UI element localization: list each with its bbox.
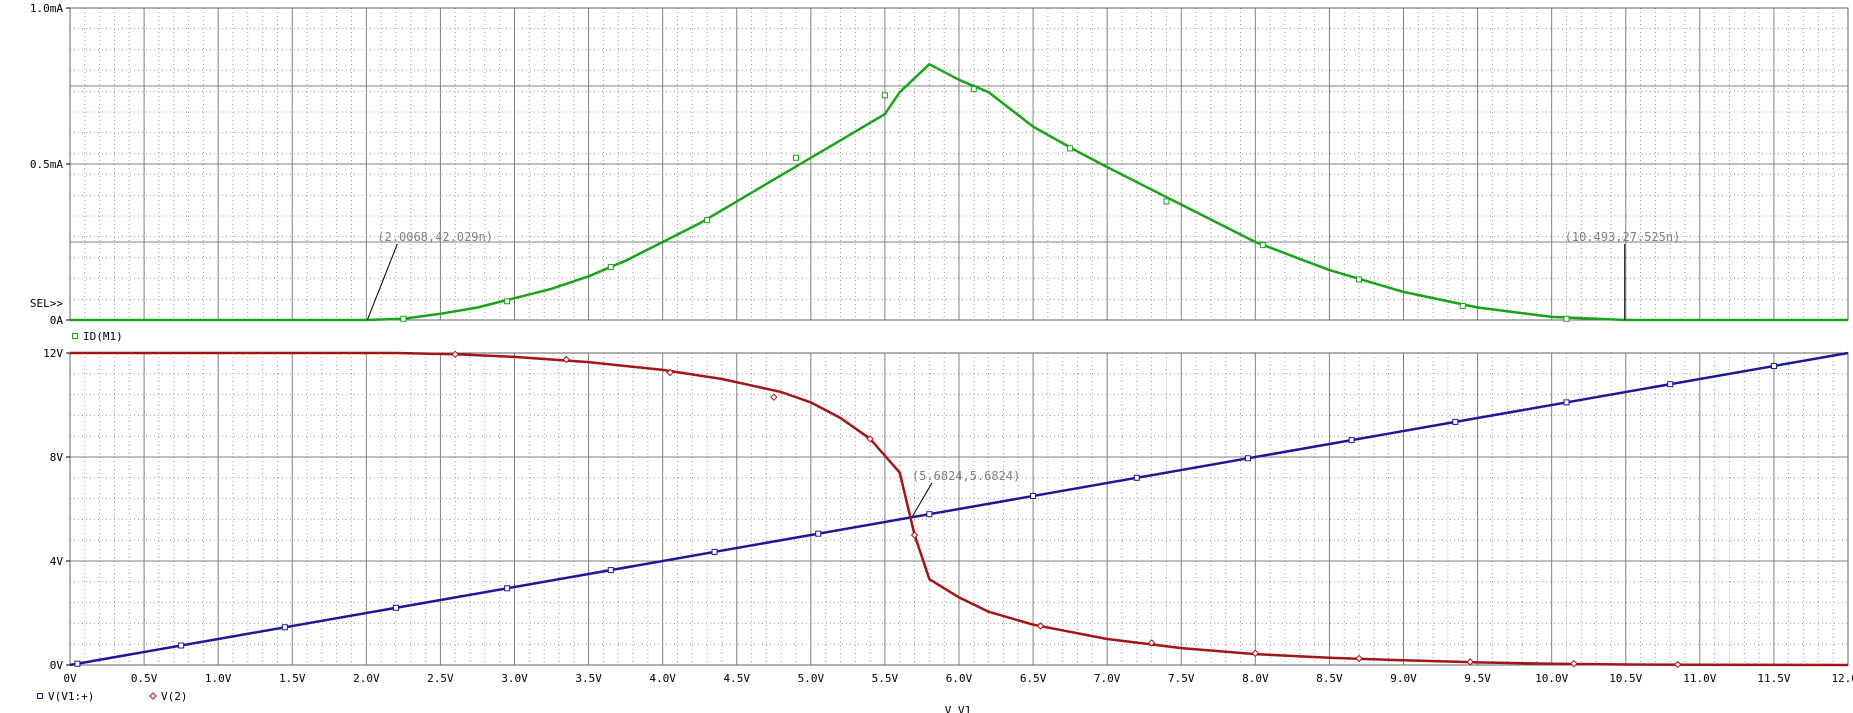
- x-tick-label: 1.5V: [279, 672, 306, 685]
- data-point: [562, 355, 571, 364]
- data-point: [770, 393, 778, 401]
- plot-frame: [69, 352, 1849, 666]
- cursor-label: (10.493,27.525n): [1565, 230, 1681, 244]
- data-point: [1251, 649, 1260, 658]
- data-point: [1030, 493, 1037, 499]
- data-point: [970, 86, 977, 93]
- x-tick-label: 0V: [63, 672, 77, 685]
- data-point: [607, 567, 614, 574]
- x-tick-label: 6.0V: [946, 672, 973, 685]
- x-tick-label: 10.0V: [1535, 672, 1568, 685]
- data-point: [74, 660, 81, 667]
- data-point: [1563, 399, 1570, 406]
- x-tick-label: 2.5V: [427, 672, 454, 685]
- x-tick-label: 0.5V: [131, 672, 158, 685]
- data-point: [1244, 455, 1251, 462]
- cursor-leader-line: [911, 482, 933, 518]
- data-point: [504, 585, 511, 592]
- cursor-label: (5.6824,5.6824): [912, 469, 1020, 483]
- data-point: [607, 263, 614, 270]
- x-tick-label: 7.0V: [1094, 672, 1121, 685]
- legend-marker: [37, 693, 43, 699]
- data-point: [504, 298, 511, 305]
- data-point: [1570, 659, 1578, 668]
- data-point: [178, 642, 185, 649]
- data-point: [1459, 302, 1466, 309]
- legend-label-v-v1: V(V1:+): [48, 690, 94, 703]
- x-tick-label: 9.0V: [1390, 672, 1417, 685]
- x-tick-label: 4.0V: [649, 672, 676, 685]
- x-tick-label: 10.5V: [1609, 672, 1642, 685]
- data-point: [1355, 654, 1363, 663]
- data-point: [400, 315, 407, 322]
- x-tick-label: 4.5V: [724, 672, 751, 685]
- y-tick-label: 12V: [43, 347, 63, 360]
- y-tick-label: 0V: [50, 659, 64, 672]
- x-tick-label: 12.0V: [1831, 672, 1853, 685]
- data-point: [866, 435, 874, 443]
- data-point: [1067, 145, 1074, 152]
- y-tick-label: 0.5mA: [30, 158, 63, 171]
- data-point: [1163, 198, 1170, 205]
- data-point: [451, 350, 459, 359]
- series-line-ID(M1): [70, 62, 1848, 322]
- legend-marker: [149, 692, 157, 700]
- data-point: [666, 368, 674, 377]
- data-point: [881, 92, 888, 99]
- legend-item: ID(M1): [72, 330, 123, 343]
- x-axis-title: V_V1: [945, 704, 972, 713]
- data-point: [1259, 242, 1266, 249]
- data-point: [1356, 276, 1363, 283]
- x-tick-label: 8.0V: [1242, 672, 1269, 685]
- y-tick-label: 8V: [50, 451, 64, 464]
- legend-label-v2: V(2): [161, 690, 188, 703]
- x-tick-label: 9.5V: [1464, 672, 1491, 685]
- current-plot: 1.0mA 0.5mA 0A SEL>> (2.0068,42.029n) (10.493…: [30, 2, 1849, 327]
- x-tick-label: 6.5V: [1020, 672, 1047, 685]
- legend-item: V(V1:+): [37, 690, 94, 703]
- x-tick-label: 3.0V: [501, 672, 528, 685]
- x-tick-label: 5.0V: [798, 672, 825, 685]
- x-tick-label: 2.0V: [353, 672, 380, 685]
- x-tick-label: 8.5V: [1316, 672, 1343, 685]
- data-point: [1452, 418, 1459, 425]
- data-point: [392, 604, 399, 611]
- data-point: [711, 548, 718, 555]
- x-tick-label: 11.5V: [1757, 672, 1790, 685]
- data-point: [1563, 315, 1570, 322]
- data-point: [1133, 474, 1140, 481]
- data-point: [1667, 381, 1674, 388]
- data-point: [1036, 622, 1045, 630]
- legend-label-id-m1: ID(M1): [83, 330, 123, 343]
- sel-marker: SEL>>: [30, 297, 63, 310]
- data-point: [926, 511, 933, 518]
- series-line-V(V1:+): [69, 351, 1849, 667]
- data-point: [1466, 658, 1474, 666]
- legend-item: V(2): [149, 690, 188, 703]
- legend-marker: [72, 333, 78, 339]
- x-tick-label: 3.5V: [575, 672, 602, 685]
- data-point: [281, 624, 288, 631]
- x-tick-label: 7.5V: [1168, 672, 1195, 685]
- data-point: [910, 531, 919, 539]
- data-point: [793, 154, 800, 161]
- y-tick-label: 4V: [50, 555, 64, 568]
- cursor-label: (2.0068,42.029n): [377, 230, 493, 244]
- data-point: [815, 530, 822, 537]
- x-tick-label: 11.0V: [1683, 672, 1716, 685]
- x-tick-label: 5.5V: [872, 672, 899, 685]
- data-point: [704, 217, 711, 224]
- cursor-leader-line: [366, 243, 398, 321]
- y-tick-label: 0A: [50, 314, 64, 327]
- data-point: [1348, 437, 1355, 444]
- data-point: [1770, 363, 1777, 369]
- data-point: [1147, 639, 1156, 647]
- y-tick-label: 1.0mA: [30, 2, 63, 15]
- x-tick-label: 1.0V: [205, 672, 232, 685]
- data-point: [1673, 660, 1682, 669]
